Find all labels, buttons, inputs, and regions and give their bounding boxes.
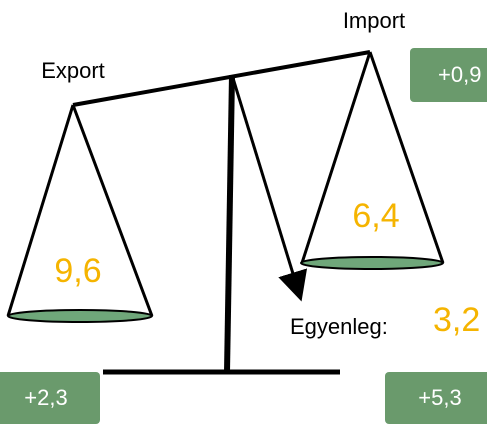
right-pan	[301, 257, 443, 269]
pole	[227, 75, 232, 372]
box-text: +2,3	[24, 385, 67, 410]
export-label: Export	[41, 58, 105, 83]
balance-value: 3,2	[433, 301, 480, 339]
box-text: +5,3	[418, 385, 461, 410]
export-value: 9,6	[54, 252, 101, 290]
box-text: +0,9	[438, 62, 481, 87]
scale-diagram: Export Import 9,6 6,4 Egyenleg: 3,2 +0,9…	[0, 0, 487, 426]
balance-label: Egyenleg:	[290, 314, 388, 339]
left-pan	[8, 310, 152, 322]
beam	[73, 52, 370, 105]
arrow	[232, 75, 298, 290]
diagram: Export Import 9,6 6,4 Egyenleg: 3,2 +0,9…	[0, 0, 487, 426]
import-value: 6,4	[352, 197, 399, 235]
import-label: Import	[343, 8, 405, 33]
